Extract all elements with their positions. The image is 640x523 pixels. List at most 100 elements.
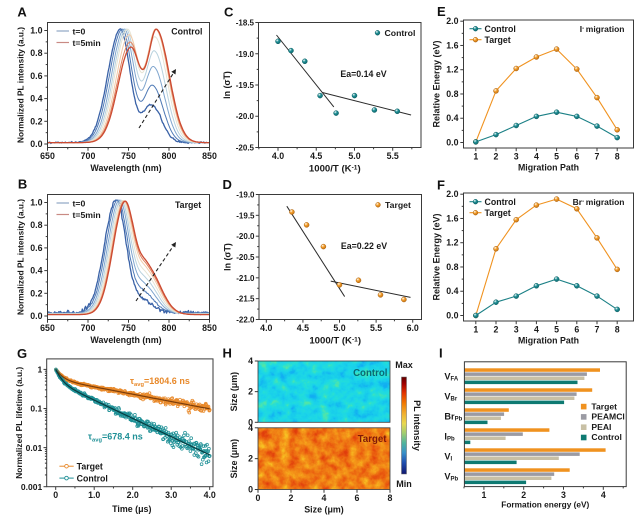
svg-text:PEAMCl: PEAMCl [591,412,624,422]
svg-text:0.4: 0.4 [30,94,42,104]
svg-text:7: 7 [595,152,600,162]
svg-text:Control: Control [591,432,622,442]
svg-text:Br- migration: Br- migration [573,197,625,207]
svg-text:0.8: 0.8 [446,262,458,272]
svg-text:Migration Path: Migration Path [518,336,579,346]
svg-text:2.0: 2.0 [127,490,139,500]
svg-text:Control: Control [77,473,108,483]
svg-text:D: D [223,177,232,192]
svg-text:0.2: 0.2 [30,116,42,126]
svg-text:750: 750 [121,151,136,161]
svg-text:0.4: 0.4 [30,266,42,276]
svg-text:Normalized PL intensity (a.u.): Normalized PL intensity (a.u.) [16,27,26,143]
svg-text:Size (μm): Size (μm) [229,372,239,412]
svg-text:800: 800 [162,323,177,333]
svg-text:F: F [437,178,445,193]
svg-text:-20.5: -20.5 [236,144,255,153]
svg-text:Ea=0.14 eV: Ea=0.14 eV [340,69,386,79]
svg-text:Target: Target [591,401,617,411]
svg-text:0: 0 [256,493,261,503]
svg-text:Control: Control [385,28,416,38]
svg-text:Target: Target [385,200,411,210]
svg-text:-18.5: -18.5 [236,19,255,28]
svg-text:0.0: 0.0 [30,311,42,321]
svg-text:τavg=678.4 ns: τavg=678.4 ns [88,432,143,444]
svg-text:-20.0: -20.0 [236,112,255,121]
svg-text:1000/T (K-1): 1000/T (K-1) [309,336,361,347]
svg-text:1.0: 1.0 [88,490,100,500]
svg-text:4.0: 4.0 [204,490,216,500]
svg-text:BrPb: BrPb [444,412,462,423]
svg-text:A: A [17,4,27,19]
svg-text:Target: Target [77,461,103,471]
svg-text:t=0: t=0 [73,199,86,209]
svg-text:VFA: VFA [444,372,458,383]
svg-text:Relative Energy (eV): Relative Energy (eV) [432,40,442,127]
svg-text:4: 4 [534,152,539,162]
svg-text:PEAI: PEAI [591,422,611,432]
svg-text:t=5min: t=5min [73,38,101,48]
svg-text:8: 8 [388,493,393,503]
svg-text:6.0: 6.0 [407,323,419,333]
svg-text:750: 750 [121,323,136,333]
svg-text:t=0: t=0 [73,27,86,37]
svg-text:0.8: 0.8 [446,89,458,99]
svg-text:H: H [223,345,232,360]
svg-text:4.0: 4.0 [272,151,284,161]
svg-text:0.8: 0.8 [30,220,42,230]
svg-text:Migration Path: Migration Path [518,163,579,173]
svg-text:4.0: 4.0 [260,323,272,333]
svg-text:Normalized PL lifetime (a.u.): Normalized PL lifetime (a.u.) [14,367,24,479]
svg-text:B: B [18,177,27,192]
svg-text:800: 800 [162,151,177,161]
svg-text:-19.0: -19.0 [236,191,255,200]
svg-text:3: 3 [514,152,519,162]
svg-text:-22.0: -22.0 [236,316,255,325]
svg-text:-20.0: -20.0 [236,232,255,241]
svg-text:-21.5: -21.5 [236,295,255,304]
svg-text:2: 2 [494,325,499,335]
svg-text:5.5: 5.5 [387,151,399,161]
svg-text:t=5min: t=5min [73,210,101,220]
svg-text:Target: Target [175,200,201,210]
svg-text:Size (μm): Size (μm) [229,439,239,479]
svg-text:-21.0: -21.0 [236,274,255,283]
svg-text:4: 4 [248,356,253,366]
svg-text:Min: Min [396,479,412,489]
svg-text:-19.5: -19.5 [236,211,255,220]
svg-text:I: I [439,346,443,361]
svg-text:PL intensity: PL intensity [412,400,422,451]
svg-text:1: 1 [473,152,478,162]
svg-text:Target: Target [485,208,511,218]
svg-text:IPb: IPb [444,432,455,443]
svg-text:Formation energy (eV): Formation energy (eV) [501,500,589,510]
svg-text:Control: Control [353,368,387,379]
svg-text:1.6: 1.6 [446,41,458,51]
svg-text:650: 650 [40,151,55,161]
svg-text:-19.0: -19.0 [236,50,255,59]
svg-text:700: 700 [81,323,96,333]
svg-text:700: 700 [81,151,96,161]
svg-text:VPb: VPb [444,472,458,483]
svg-text:4: 4 [248,423,253,433]
svg-text:0.01: 0.01 [26,443,43,453]
svg-text:0: 0 [248,485,253,495]
svg-text:Wavelength (nm): Wavelength (nm) [90,335,161,345]
svg-text:0.1: 0.1 [30,404,42,414]
svg-text:VBr: VBr [444,392,457,403]
svg-text:1.2: 1.2 [446,238,458,248]
svg-text:VI: VI [444,452,452,463]
svg-text:0.0: 0.0 [446,311,458,321]
svg-text:8: 8 [615,152,620,162]
svg-text:3.0: 3.0 [165,490,177,500]
svg-text:0.8: 0.8 [30,48,42,58]
svg-text:Size (μm): Size (μm) [304,505,344,515]
svg-text:850: 850 [202,151,217,161]
svg-text:0.6: 0.6 [30,243,42,253]
svg-text:2: 2 [289,493,294,503]
svg-text:0.6: 0.6 [30,71,42,81]
svg-text:7: 7 [595,325,600,335]
svg-text:8: 8 [615,325,620,335]
svg-text:2: 2 [521,490,526,500]
svg-text:2: 2 [494,152,499,162]
